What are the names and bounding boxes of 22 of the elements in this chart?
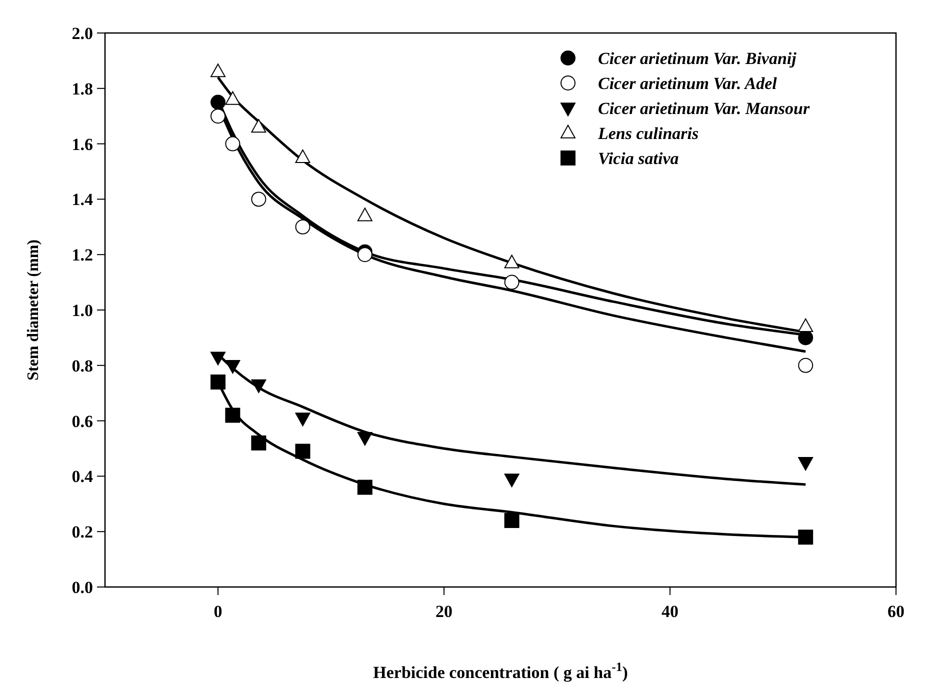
y-tick-label: 1.2 [72, 246, 93, 265]
y-tick-label: 1.6 [72, 134, 93, 154]
y-tick-label: 0.8 [72, 356, 93, 376]
y-tick-label: 2.0 [72, 24, 93, 43]
y-tick-label: 1.0 [72, 300, 93, 320]
y-axis-title: Stem diameter (mm) [25, 240, 42, 380]
x-tick-label: 20 [436, 602, 452, 621]
y-tick-label: 0.2 [72, 522, 93, 542]
legend-label: Cicer arietinum Var. Mansour [598, 98, 810, 118]
y-tick-label: 1.4 [72, 190, 94, 210]
x-tick-label: 60 [888, 602, 904, 621]
y-tick-label: 0.0 [72, 578, 93, 597]
legend-label: Vicia sativa [598, 148, 680, 168]
legend-label: Cicer arietinum Var. Adel [598, 74, 778, 93]
y-tick-label: 0.6 [72, 412, 93, 431]
legend-label: Lens culinaris [597, 124, 699, 143]
y-tick-label: 0.4 [72, 467, 94, 486]
x-tick-label: 0 [214, 602, 222, 621]
legend-label: Cicer arietinum Var. Bivanij [598, 48, 797, 68]
y-tick-label: 1.8 [72, 79, 93, 98]
x-tick-label: 40 [662, 602, 678, 621]
x-axis-title: Herbicide concentration ( g ai ha$^{-1}$) [373, 660, 628, 682]
